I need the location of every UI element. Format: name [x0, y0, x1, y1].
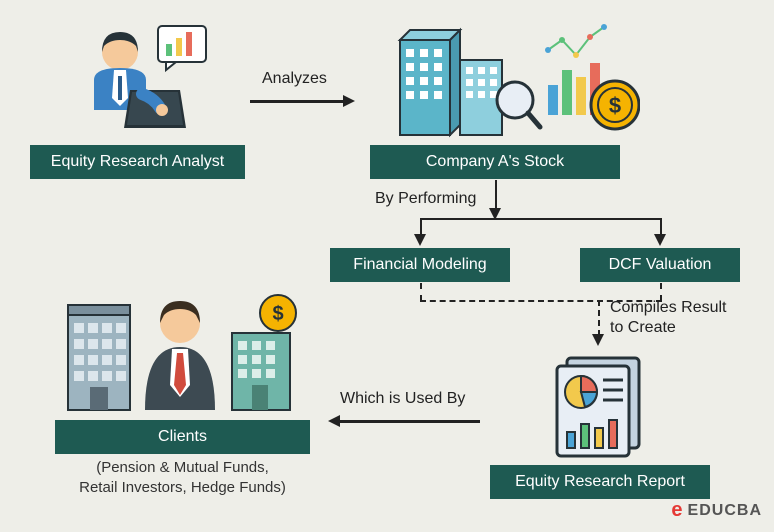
node-clients: Clients — [55, 420, 310, 454]
company-icon: $ — [380, 15, 640, 140]
analyst-icon — [70, 20, 210, 140]
edge-used-by: Which is Used By — [340, 390, 465, 408]
brand-name: EDUCBA — [688, 502, 762, 520]
brand-mark-icon: e — [671, 499, 683, 522]
node-report: Equity Research Report — [490, 465, 710, 499]
report-icon — [545, 350, 655, 460]
clients-icon: $ — [60, 285, 310, 415]
arrow-analyzes — [250, 100, 345, 103]
node-analyst: Equity Research Analyst — [30, 145, 245, 179]
arrow-used-by — [340, 420, 480, 423]
svg-text:$: $ — [272, 303, 283, 325]
node-company: Company A's Stock — [370, 145, 620, 179]
clients-subtext: (Pension & Mutual Funds, Retail Investor… — [50, 458, 315, 497]
svg-text:$: $ — [609, 93, 621, 118]
node-dcf: DCF Valuation — [580, 248, 740, 282]
edge-analyzes: Analyzes — [262, 70, 327, 88]
node-finmodel: Financial Modeling — [330, 248, 510, 282]
brand-logo: e EDUCBA — [671, 499, 762, 522]
edge-by-performing: By Performing — [375, 190, 476, 208]
edge-compiles: Compiles Result to Create — [610, 298, 726, 338]
